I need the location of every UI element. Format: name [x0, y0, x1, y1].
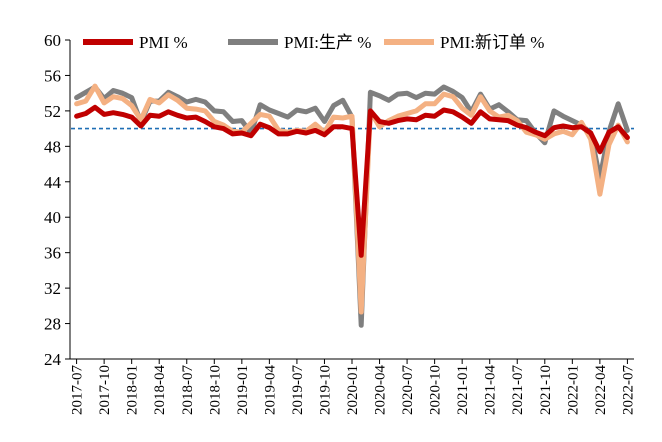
y-tick-label: 40	[44, 208, 61, 227]
y-tick-label: 56	[44, 66, 61, 85]
x-tick-label: 2022-07	[620, 365, 636, 415]
x-tick-label: 2019-01	[235, 365, 251, 415]
x-tick-label: 2020-10	[428, 365, 444, 415]
legend-label-0: PMI %	[139, 33, 188, 52]
x-tick-label: 2019-10	[317, 365, 333, 415]
x-tick-label: 2020-04	[373, 365, 389, 415]
x-tick-label: 2019-04	[262, 365, 278, 415]
y-tick-label: 28	[44, 315, 61, 334]
x-tick-label: 2020-01	[345, 365, 361, 415]
x-tick-label: 2021-07	[510, 365, 526, 415]
x-tick-label: 2021-01	[455, 365, 471, 415]
x-tick-label: 2018-01	[125, 365, 141, 415]
y-tick-label: 32	[44, 279, 61, 298]
legend: PMI % PMI:生产 % PMI:新订单 %	[83, 33, 544, 52]
series-line-2	[74, 83, 630, 315]
x-tick-label: 2018-10	[207, 365, 223, 415]
x-tick-label: 2017-07	[70, 365, 86, 415]
y-tick-label: 60	[44, 31, 61, 50]
legend-label-1: PMI:生产 %	[284, 33, 371, 52]
x-tick-label: 2022-01	[565, 365, 581, 415]
legend-label-2: PMI:新订单 %	[440, 33, 544, 52]
x-tick-label: 2019-07	[290, 365, 306, 415]
y-tick-label: 36	[44, 244, 61, 263]
x-tick-label: 2017-10	[97, 365, 113, 415]
series-layer	[74, 83, 630, 328]
y-tick-label: 44	[44, 173, 62, 192]
y-tick-label: 52	[44, 102, 61, 121]
x-tick-label: 2018-04	[152, 365, 168, 415]
axes-layer: 24 28 32 36 40 44 48 52 56 60 2017-07 2017-10 2018-0…	[44, 31, 636, 415]
x-tick-label: 2022-04	[593, 365, 609, 415]
x-tick-label: 2020-07	[400, 365, 416, 415]
x-tick-label: 2018-07	[180, 365, 196, 415]
x-tick-label: 2021-10	[538, 365, 554, 415]
y-tick-label: 24	[44, 350, 62, 369]
series-line-0	[74, 104, 630, 258]
x-tick-label: 2021-04	[483, 365, 499, 415]
y-tick-label: 48	[44, 137, 61, 156]
